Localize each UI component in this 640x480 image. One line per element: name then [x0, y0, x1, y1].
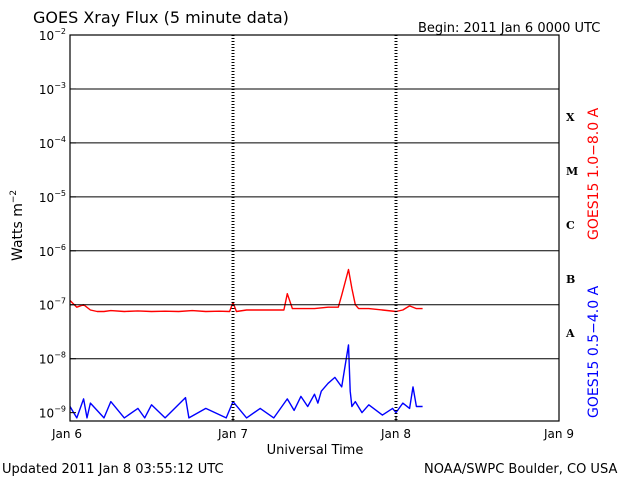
chart-title: GOES Xray Flux (5 minute data) [33, 8, 289, 27]
series-lines [69, 268, 423, 419]
y-tick-label-1: 10−3 [39, 81, 66, 97]
y-tick-label-7: 10−9 [39, 405, 66, 421]
x-tick-label-1: Jan 7 [217, 427, 248, 441]
y-tick-label-base-1: 10 [39, 83, 54, 97]
series-line-2 [69, 344, 423, 419]
flare-class-m: M [566, 165, 578, 178]
credit-label: NOAA/SWPC Boulder, CO USA [424, 462, 617, 477]
flare-class-x: X [566, 111, 575, 124]
flare-class-a: A [565, 327, 575, 340]
y-tick-label-exp-1: −3 [54, 81, 66, 90]
y-tick-label-base-6: 10 [39, 353, 54, 367]
y-tick-label-3: 10−5 [39, 189, 66, 205]
y-tick-label-base-2: 10 [39, 137, 54, 151]
y-axis-label-exponent: −2 [9, 190, 19, 203]
y-tick-label-exp-6: −8 [54, 351, 66, 360]
y-tick-label-base-5: 10 [39, 299, 54, 313]
y-axis-label-base: Watts m [10, 203, 26, 261]
x-tick-label-2: Jan 8 [380, 427, 411, 441]
y-tick-label-4: 10−6 [39, 243, 66, 259]
y-tick-label-base-4: 10 [39, 245, 54, 259]
y-tick-label-base-0: 10 [39, 29, 54, 43]
x-axis-ticks: Jan 6 Jan 7 Jan 8 Jan 9 [51, 416, 574, 441]
updated-label: Updated 2011 Jan 8 03:55:12 UTC [2, 462, 224, 477]
x-axis-label: Universal Time [267, 443, 364, 458]
y-tick-label-base-3: 10 [39, 191, 54, 205]
y-tick-label-6: 10−8 [39, 351, 66, 367]
horizontal-gridlines [70, 88, 559, 360]
flare-class-c: C [566, 219, 575, 232]
plot-frame [69, 34, 560, 422]
y-tick-label-base-7: 10 [39, 407, 54, 421]
flare-class-labels: X M C B A [565, 111, 578, 340]
y-tick-label-exp-0: −2 [54, 27, 66, 36]
legend-series-2: GOES15 0.5−4.0 A [586, 285, 602, 418]
y-axis-label: Watts m−2 [9, 190, 26, 261]
y-axis-ticks: 10−210−310−410−510−610−710−810−9 [39, 27, 76, 421]
flare-class-b: B [566, 273, 575, 286]
y-tick-label-2: 10−4 [39, 135, 66, 151]
y-tick-label-exp-3: −5 [54, 189, 66, 198]
legend-series-1: GOES15 1.0−8.0 A [586, 107, 602, 240]
y-tick-label-exp-7: −9 [54, 405, 66, 414]
y-tick-label-5: 10−7 [39, 297, 66, 313]
y-tick-label-exp-4: −6 [54, 243, 66, 252]
series-line-1 [69, 268, 423, 313]
x-tick-label-0: Jan 6 [51, 427, 82, 441]
begin-label: Begin: 2011 Jan 6 0000 UTC [418, 21, 600, 36]
y-tick-label-exp-5: −7 [54, 297, 66, 306]
y-tick-label-exp-2: −4 [54, 135, 66, 144]
day-dividers [231, 35, 398, 421]
x-tick-label-3: Jan 9 [543, 427, 574, 441]
y-tick-label-0: 10−2 [39, 27, 66, 43]
